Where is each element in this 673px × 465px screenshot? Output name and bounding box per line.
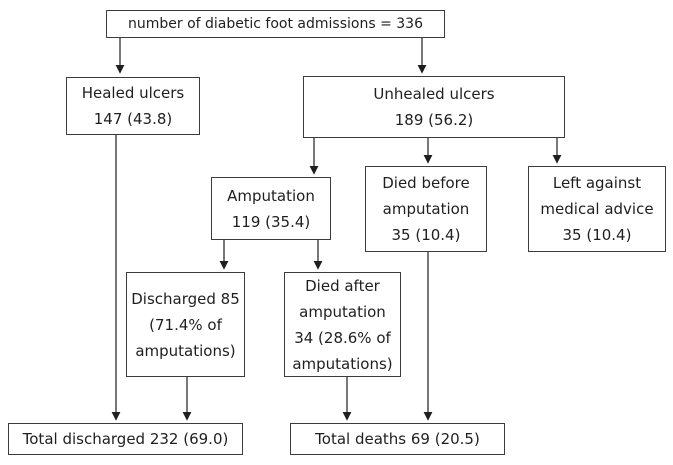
node-total-discharged: Total discharged 232 (69.0) [8,423,243,455]
node-died-before-amputation: Died before amputation 35 (10.4) [365,166,487,252]
node-total-deaths: Total deaths 69 (20.5) [290,423,505,455]
node-died-after-amputation: Died after amputation 34 (28.6% of amput… [284,272,401,377]
node-total-admissions: number of diabetic foot admissions = 336 [106,10,445,38]
node-healed-ulcers: Healed ulcers 147 (43.8) [66,77,200,135]
node-unhealed-ulcers: Unhealed ulcers 189 (56.2) [303,76,565,138]
node-amputation: Amputation 119 (35.4) [211,177,331,240]
node-left-against-medical-advice: Left against medical advice 35 (10.4) [528,166,666,252]
node-discharged: Discharged 85 (71.4% of amputations) [126,272,245,377]
